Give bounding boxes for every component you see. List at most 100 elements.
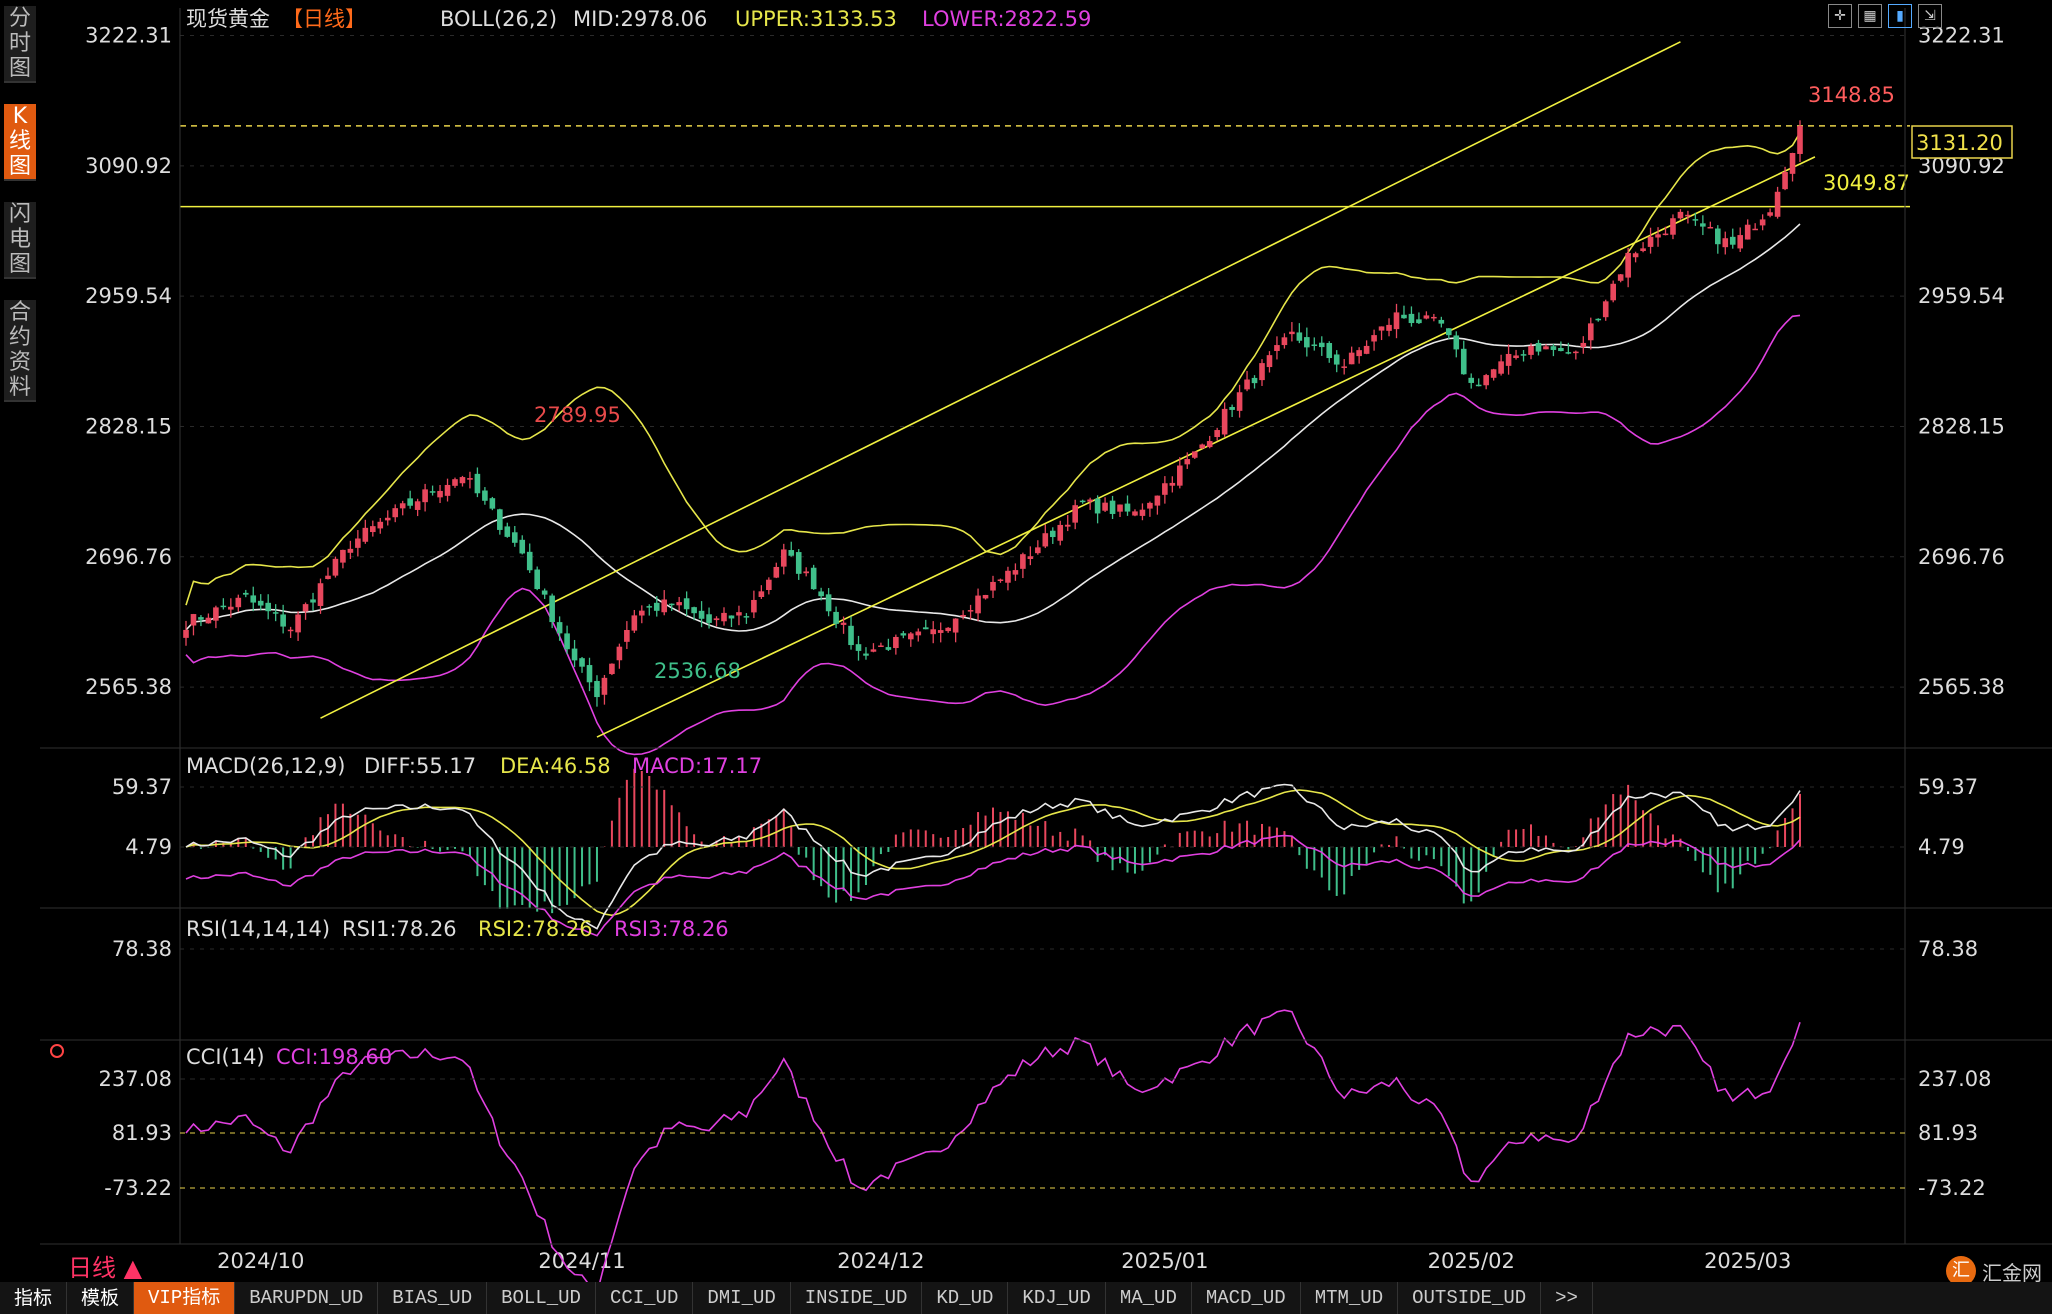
y-tick-left: 3090.92 xyxy=(85,154,172,178)
candle-body xyxy=(1513,355,1519,359)
candle-body xyxy=(885,647,892,650)
candle-body xyxy=(878,645,884,647)
candle-body xyxy=(437,490,443,498)
candle-body xyxy=(751,599,757,613)
indicator-tab-1[interactable]: 模板 xyxy=(67,1282,135,1314)
candle-body xyxy=(1446,328,1452,336)
candle-body xyxy=(250,595,257,603)
period-selector[interactable]: 日线 ▲ xyxy=(68,1254,143,1282)
candle-body xyxy=(1715,228,1721,245)
sidebar-tab-3[interactable]: 合 约 资 料 xyxy=(4,300,36,402)
sidebar-tab-2[interactable]: 闪 电 图 xyxy=(4,202,36,279)
chart-grid-icon[interactable]: ▦ xyxy=(1858,4,1882,28)
candle-body xyxy=(788,550,795,556)
candle-body xyxy=(945,627,951,632)
y-tick-left: 2696.76 xyxy=(85,545,172,569)
candle-body xyxy=(1632,253,1639,258)
indicator-tab-4[interactable]: BIAS_UD xyxy=(378,1282,488,1314)
indicator-tab-11[interactable]: MA_UD xyxy=(1106,1282,1192,1314)
candle-body xyxy=(1393,312,1400,330)
candle-body xyxy=(459,477,466,484)
candle-body xyxy=(1169,482,1176,486)
macd-diff: DIFF:55.17 xyxy=(364,754,476,778)
indicator-tab-9[interactable]: KD_UD xyxy=(922,1282,1009,1314)
cci-title: CCI(14) xyxy=(186,1045,265,1069)
candle-body xyxy=(362,527,369,542)
candle-body xyxy=(1259,363,1265,381)
sidebar-tab-0[interactable]: 分 时 图 xyxy=(4,6,36,83)
candle-body xyxy=(1064,524,1071,527)
rsi-3: RSI3:78.26 xyxy=(614,917,729,941)
candle-body xyxy=(287,629,294,632)
candle-body xyxy=(1012,570,1019,575)
candle-body xyxy=(1057,524,1064,541)
candle-body xyxy=(1184,459,1191,465)
candle-mode-icon[interactable]: ▮ xyxy=(1888,4,1912,28)
candle-body xyxy=(1356,350,1362,357)
candle-body xyxy=(444,484,451,496)
candle-body xyxy=(1595,318,1602,321)
candle-body xyxy=(601,677,608,695)
candle-body xyxy=(1475,384,1482,387)
candle-body xyxy=(1460,348,1467,375)
candle-body xyxy=(773,566,780,578)
indicator-tab-2[interactable]: VIP指标 xyxy=(134,1282,236,1314)
candle-body xyxy=(1333,354,1340,365)
indicator-tab-6[interactable]: CCI_UD xyxy=(596,1282,694,1314)
crosshair-icon[interactable]: ✛ xyxy=(1828,4,1852,28)
indicator-tab-13[interactable]: MTM_UD xyxy=(1301,1282,1399,1314)
candle-body xyxy=(1640,248,1646,252)
candle-body xyxy=(1162,483,1168,495)
candle-body xyxy=(340,549,346,563)
sidebar-tab-1[interactable]: K 线 图 xyxy=(4,104,36,181)
indicator-tab-10[interactable]: KDJ_UD xyxy=(1008,1282,1106,1314)
candle-body xyxy=(452,479,458,486)
candle-body xyxy=(997,579,1004,581)
candle-body xyxy=(1229,407,1235,410)
candle-body xyxy=(205,617,212,624)
indicator-tab-3[interactable]: BARUPDN_UD xyxy=(235,1282,379,1314)
candle-body xyxy=(1587,323,1594,341)
candle-body xyxy=(265,602,271,612)
indicator-tab-15[interactable]: >> xyxy=(1541,1282,1593,1314)
indicator-tab-5[interactable]: BOLL_UD xyxy=(487,1282,596,1314)
candle-body xyxy=(1490,369,1497,378)
candle-body xyxy=(1191,451,1198,458)
candle-body xyxy=(1072,505,1078,523)
candle-body xyxy=(579,658,585,667)
macd-tick-left: 4.79 xyxy=(125,835,172,859)
indicator-tab-0[interactable]: 指标 xyxy=(0,1282,68,1314)
cci-line xyxy=(185,1009,1801,1296)
candle-body xyxy=(1505,353,1512,366)
candle-body xyxy=(429,491,436,493)
candle-body xyxy=(198,617,204,620)
candle-body xyxy=(1206,441,1213,448)
candle-body xyxy=(952,618,959,633)
candle-body xyxy=(1729,236,1736,245)
candle-body xyxy=(1468,377,1475,383)
candle-body xyxy=(1774,191,1781,217)
candle-body xyxy=(840,622,847,625)
candle-body xyxy=(631,615,638,631)
macd-tick-right: 59.37 xyxy=(1918,775,1978,799)
expand-icon[interactable]: ⇲ xyxy=(1918,4,1942,28)
candle-body xyxy=(422,489,428,503)
indicator-tab-8[interactable]: INSIDE_UD xyxy=(791,1282,923,1314)
candle-body xyxy=(706,614,712,623)
rsi-tick-left: 78.38 xyxy=(112,937,172,961)
candle-body xyxy=(302,604,309,612)
candle-body xyxy=(1543,346,1549,350)
target-icon xyxy=(50,1044,64,1058)
candle-body xyxy=(908,633,914,640)
readout-upper: UPPER:3133.53 xyxy=(735,7,897,31)
indicator-tab-7[interactable]: DMI_UD xyxy=(693,1282,791,1314)
candle-body xyxy=(504,526,511,537)
candle-body xyxy=(1789,152,1796,174)
candle-body xyxy=(235,597,242,608)
candle-body xyxy=(310,599,316,603)
indicator-tab-12[interactable]: MACD_UD xyxy=(1192,1282,1301,1314)
indicator-tab-14[interactable]: OUTSIDE_UD xyxy=(1398,1282,1542,1314)
candle-body xyxy=(803,571,809,574)
diff-line xyxy=(185,783,1801,930)
